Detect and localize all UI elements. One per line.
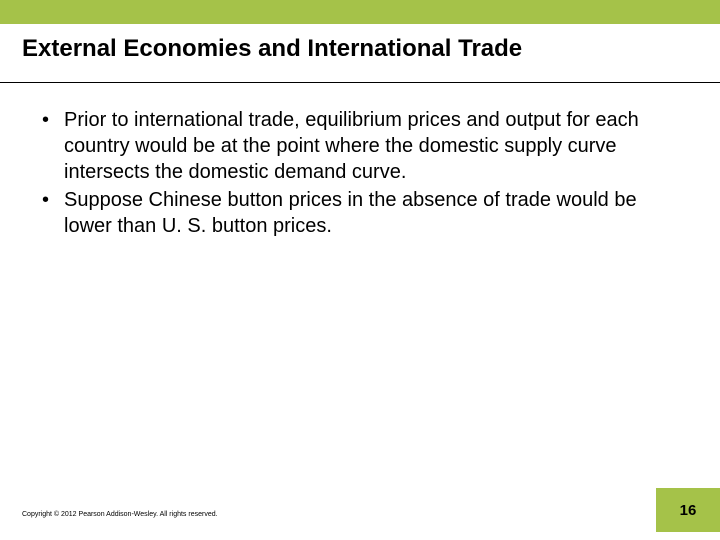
top-accent-bar (0, 0, 720, 24)
bullet-item: Prior to international trade, equilibriu… (40, 107, 680, 185)
copyright-text: Copyright © 2012 Pearson Addison-Wesley.… (22, 511, 218, 518)
title-area: External Economies and International Tra… (0, 24, 720, 82)
page-number: 16 (680, 502, 697, 519)
bullet-item: Suppose Chinese button prices in the abs… (40, 187, 680, 239)
page-number-box: 16 (656, 488, 720, 532)
bullet-list: Prior to international trade, equilibriu… (40, 107, 680, 239)
slide-title: External Economies and International Tra… (22, 34, 698, 64)
content-area: Prior to international trade, equilibriu… (0, 83, 720, 239)
